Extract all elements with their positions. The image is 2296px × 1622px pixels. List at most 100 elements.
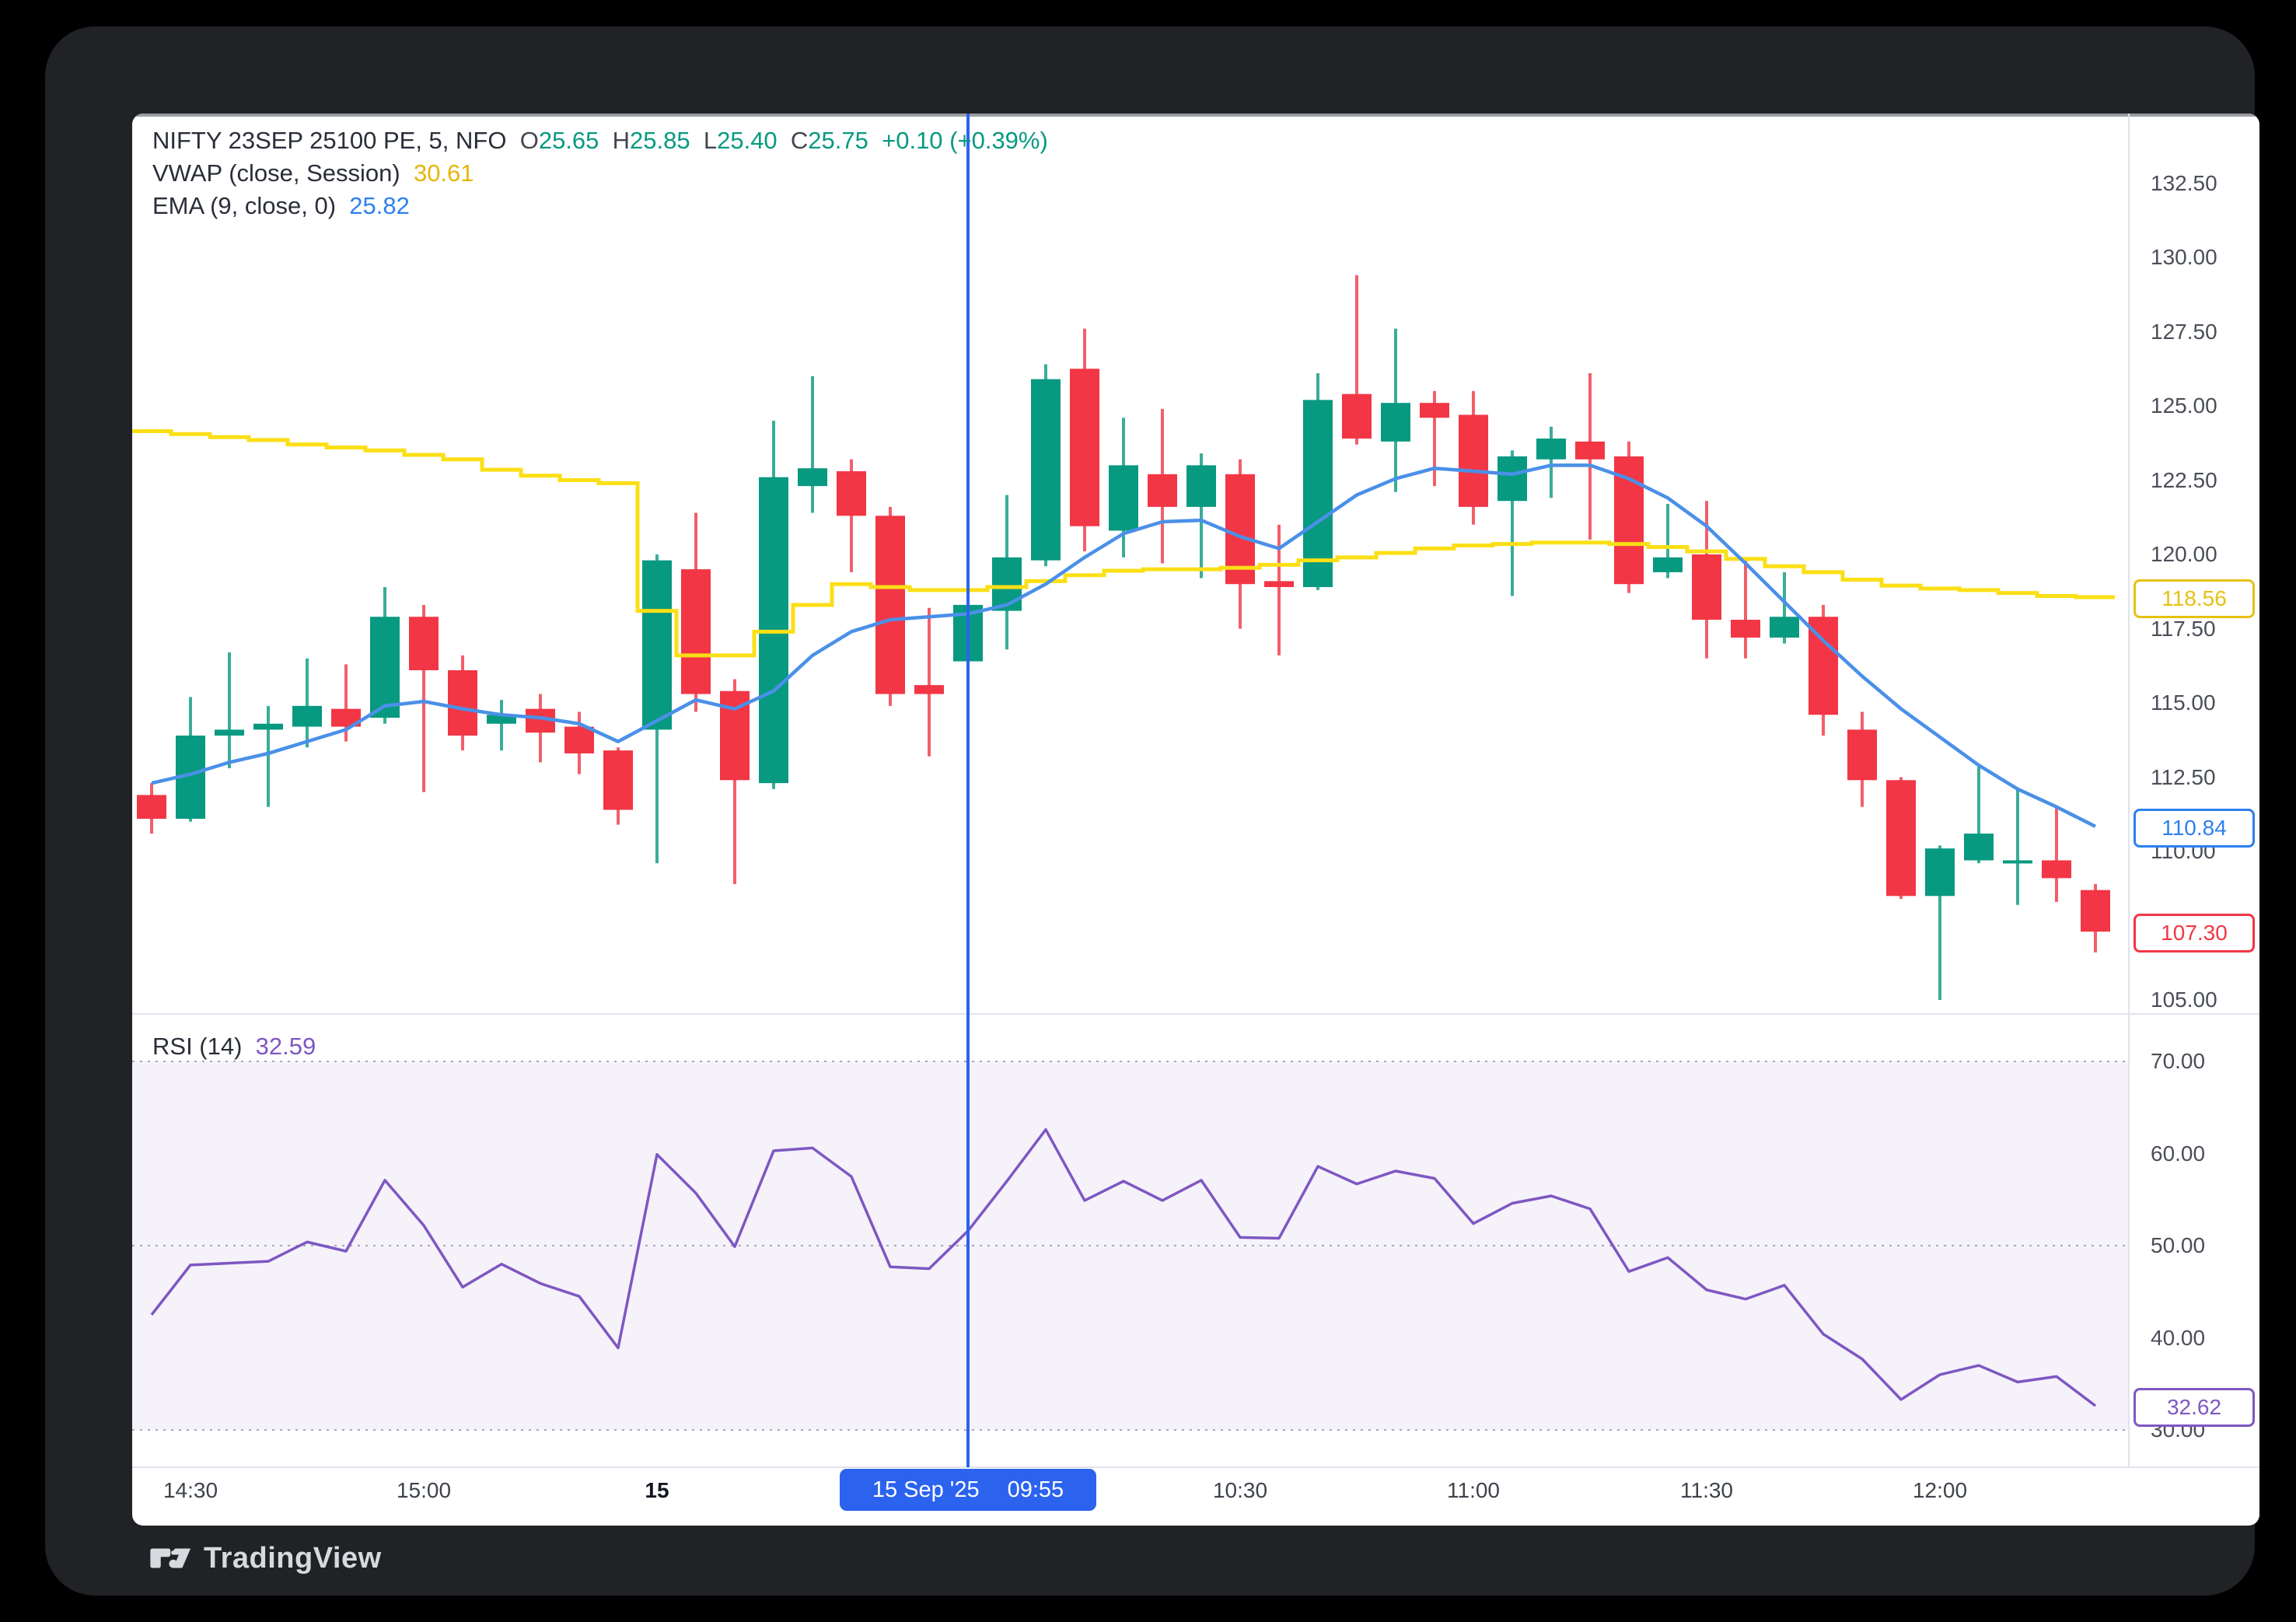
close-label: C — [790, 127, 809, 154]
change-value: +0.10 (+0.39%) — [882, 127, 1048, 154]
candle — [1731, 560, 1760, 659]
rsi-line — [150, 1127, 2097, 1407]
close-value: 25.75 — [808, 127, 868, 154]
price-tick-label: 112.50 — [2151, 764, 2216, 789]
high-label: H — [612, 127, 631, 154]
candle — [1575, 372, 1605, 540]
candle — [1420, 390, 1449, 487]
time-tick-label: 14:30 — [163, 1478, 218, 1502]
symbol-legend-row[interactable]: NIFTY 23SEP 25100 PE, 5, NFO O25.65 H25.… — [152, 124, 1048, 157]
rsi-axis-badge: 32.62 — [2133, 1387, 2255, 1427]
candle — [1148, 408, 1177, 564]
low-value: 25.40 — [717, 127, 778, 154]
candle — [642, 554, 672, 864]
candle — [2042, 806, 2071, 902]
rsi-tick-label: 50.00 — [2151, 1233, 2206, 1257]
crosshair-time-badge: 15 Sep '25 09:55 — [840, 1469, 1096, 1511]
crosshair-time: 09:55 — [1007, 1477, 1064, 1502]
candle — [1770, 572, 1799, 644]
time-tick-label: 11:00 — [1447, 1478, 1500, 1502]
ema-line — [151, 463, 2097, 828]
ema-legend-row[interactable]: EMA (9, close, 0) 25.82 — [152, 190, 1048, 222]
rsi-tick-label: 60.00 — [2151, 1141, 2206, 1166]
price-tick-label: 105.00 — [2151, 988, 2217, 1012]
rsi-value: 32.59 — [255, 1033, 316, 1060]
price-tick-label: 115.00 — [2151, 690, 2216, 715]
vwap-line — [132, 428, 2115, 658]
candle — [681, 512, 711, 712]
candle — [1186, 453, 1216, 579]
chart-canvas[interactable] — [132, 114, 2259, 1526]
candle — [487, 700, 516, 751]
tradingview-logo[interactable]: TradingView — [146, 1536, 382, 1580]
candle — [1109, 418, 1138, 558]
time-tick-label: 11:30 — [1680, 1478, 1733, 1502]
open-value: 25.65 — [538, 127, 599, 154]
low-label: L — [703, 127, 718, 154]
candle — [1614, 441, 1644, 593]
candle — [2081, 884, 2110, 953]
candle — [370, 587, 400, 724]
last-price-axis-badge: 107.30 — [2133, 914, 2255, 953]
candle — [1536, 426, 1566, 498]
price-tick-label: 132.50 — [2151, 170, 2217, 195]
price-tick-label: 125.00 — [2151, 393, 2217, 418]
tradingview-logo-text: TradingView — [204, 1541, 382, 1575]
candle — [1847, 711, 1877, 807]
candle — [1886, 777, 1916, 900]
candle — [1381, 328, 1410, 492]
candle — [1964, 765, 1994, 864]
tradingview-logo-icon — [148, 1548, 191, 1568]
chart-legend: NIFTY 23SEP 25100 PE, 5, NFO O25.65 H25.… — [152, 124, 1048, 222]
time-tick-label: 10:30 — [1212, 1478, 1268, 1502]
device-frame: NIFTY 23SEP 25100 PE, 5, NFO O25.65 H25.… — [45, 26, 2259, 1596]
candle — [1925, 845, 1955, 1000]
candle — [875, 506, 905, 706]
candle — [759, 421, 788, 789]
symbol-title: NIFTY 23SEP 25100 PE, 5, NFO — [152, 127, 507, 154]
time-tick-label: 15:00 — [396, 1478, 452, 1502]
time-tick-label: 12:00 — [1912, 1478, 1968, 1502]
price-axis[interactable]: 132.50 130.00 127.50 125.00 122.50 120.00 117.… — [2129, 114, 2259, 1526]
vwap-axis-badge: 118.56 — [2133, 579, 2255, 618]
candle — [1497, 450, 1527, 596]
time-axis[interactable]: 14:30 15:00 15 10:30 11:00 11:30 12:00 — [132, 1467, 2129, 1526]
candle — [1459, 390, 1488, 525]
candle — [992, 495, 1022, 650]
window-top-border — [132, 114, 2259, 117]
ema-axis-badge: 110.84 — [2133, 808, 2255, 848]
candle — [914, 607, 944, 757]
price-tick-label: 117.50 — [2151, 616, 2216, 641]
price-tick-label: 120.00 — [2151, 542, 2217, 566]
candle — [798, 376, 827, 513]
crosshair-date: 15 Sep '25 — [872, 1477, 980, 1502]
candle — [603, 747, 633, 825]
open-label: O — [519, 127, 539, 154]
candle — [1070, 328, 1099, 552]
high-value: 25.85 — [630, 127, 690, 154]
time-tick-label: 15 — [645, 1478, 669, 1502]
vwap-legend-row[interactable]: VWAP (close, Session) 30.61 — [152, 157, 1048, 190]
candle — [837, 459, 866, 572]
candle — [1653, 504, 1683, 579]
candle — [1342, 274, 1372, 445]
chart-window: NIFTY 23SEP 25100 PE, 5, NFO O25.65 H25.… — [132, 114, 2259, 1526]
price-tick-label: 130.00 — [2151, 245, 2217, 269]
candle — [526, 694, 555, 763]
vwap-label: VWAP (close, Session) — [152, 159, 400, 187]
candle — [448, 655, 477, 751]
ema-value: 25.82 — [349, 192, 410, 219]
candle — [292, 658, 322, 748]
rsi-legend-row[interactable]: RSI (14) 32.59 — [152, 1033, 316, 1061]
candle — [215, 652, 244, 769]
candle — [1303, 372, 1333, 590]
rsi-tick-label: 70.00 — [2151, 1049, 2206, 1073]
rsi-label: RSI (14) — [152, 1033, 243, 1060]
vwap-value: 30.61 — [413, 159, 474, 187]
candle — [1808, 604, 1838, 736]
price-tick-label: 122.50 — [2151, 467, 2217, 492]
candle — [1031, 364, 1061, 567]
candle — [176, 697, 205, 822]
price-tick-label: 127.50 — [2151, 319, 2217, 344]
